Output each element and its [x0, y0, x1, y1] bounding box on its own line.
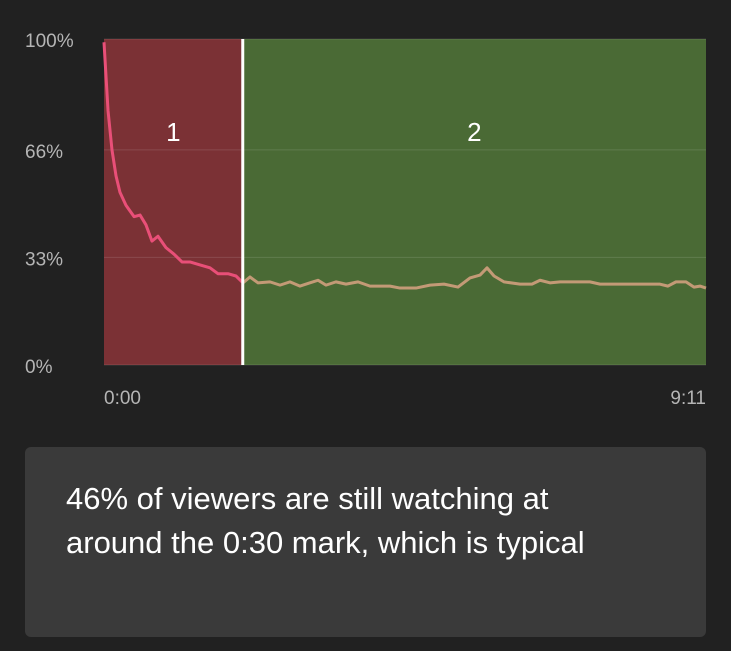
x-tick-label: 9:11: [670, 388, 706, 409]
chart: 100% 66% 33% 0% 0:00 9:11 1 2: [25, 31, 707, 409]
segment-label: 2: [467, 117, 481, 147]
insight-text: 46% of viewers are still watching at aro…: [66, 481, 585, 560]
segment-region: [242, 39, 706, 365]
x-tick-label: 0:00: [104, 388, 141, 409]
y-tick-label: 66%: [25, 142, 63, 163]
y-tick-label: 100%: [25, 31, 74, 52]
insight-card: 46% of viewers are still watching at aro…: [25, 447, 706, 637]
segment-label: 1: [166, 117, 180, 147]
y-tick-label: 0%: [25, 357, 53, 378]
retention-line: [102, 42, 707, 290]
segment-region: [104, 39, 243, 365]
y-tick-label: 33%: [25, 249, 63, 270]
